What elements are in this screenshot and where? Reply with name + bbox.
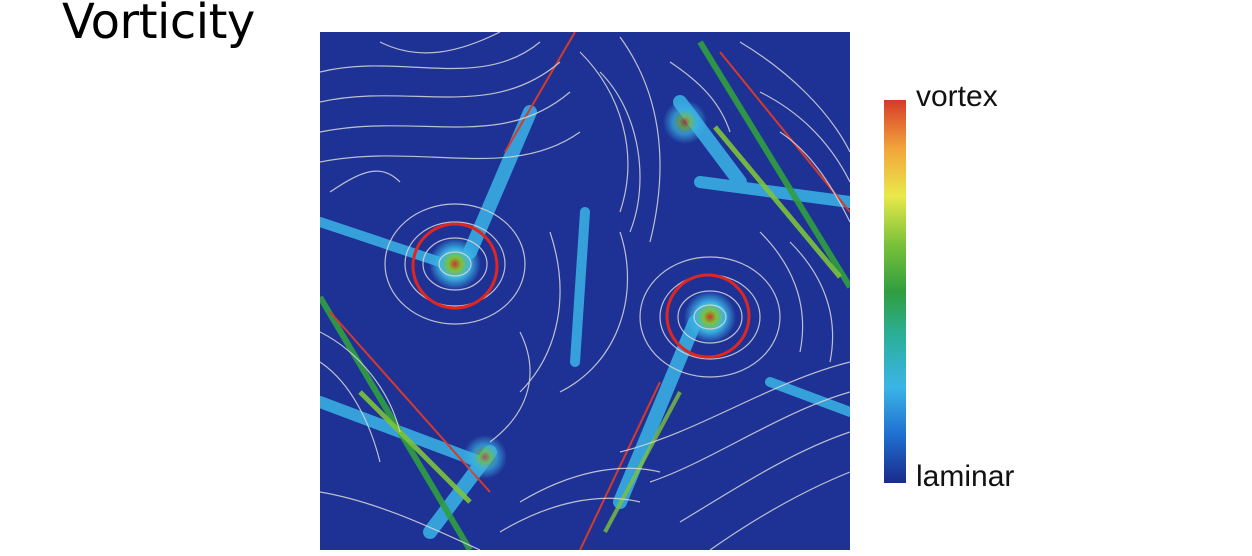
- vortex-core-left: [429, 238, 481, 290]
- vortex-highlight-right: [665, 273, 751, 359]
- vortex-core-right: [684, 291, 736, 343]
- vortex-highlight-left: [411, 222, 499, 310]
- field-background: [320, 32, 850, 550]
- colorbar: [884, 100, 906, 483]
- streamlines: [320, 32, 850, 550]
- colorbar-top-label: vortex: [916, 80, 998, 113]
- vortex-sheets: [320, 32, 850, 550]
- colorbar-bottom-label: laminar: [916, 460, 1015, 493]
- page-title: Vorticity: [62, 0, 255, 50]
- vorticity-field-plot: [320, 32, 850, 550]
